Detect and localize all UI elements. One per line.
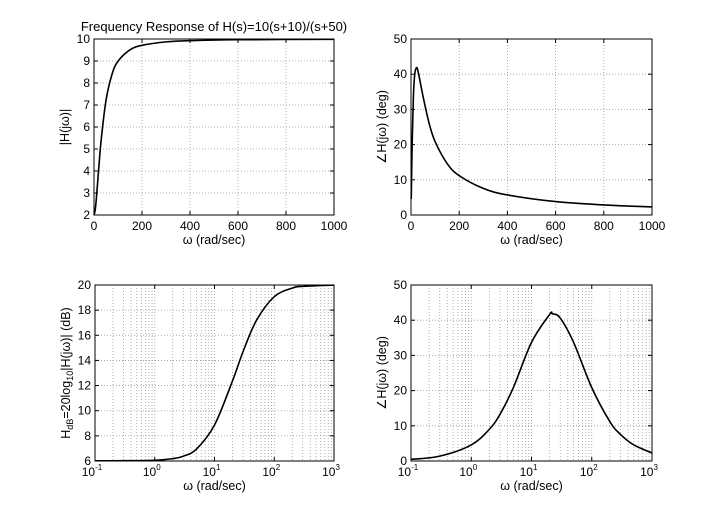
subplot-1: 0 200 400 600 800 1000 2 3 4 5 6 7 8 9 10 ω (rad/sec) |H… bbox=[58, 19, 348, 247]
x-tick-base: 10 bbox=[82, 465, 96, 479]
x-tick-label: 200 bbox=[449, 219, 469, 233]
y-tick-label: 6 bbox=[83, 120, 90, 134]
y-label-sub: dB bbox=[65, 419, 75, 430]
x-tick-label: 101 bbox=[203, 463, 221, 479]
x-tick-label: 103 bbox=[322, 463, 340, 479]
y-label-end: |H(jω)| (dB) bbox=[59, 307, 73, 370]
x-tick-label: 200 bbox=[132, 219, 152, 233]
x-tick-label: 103 bbox=[640, 463, 658, 479]
x-tick-base: 10 bbox=[398, 465, 412, 479]
x-tick-exp: 0 bbox=[473, 463, 478, 472]
y-tick-label: 14 bbox=[78, 353, 92, 367]
x-tick-label: 100 bbox=[459, 463, 477, 479]
y-tick-label: 4 bbox=[83, 164, 90, 178]
y-tick-label: 10 bbox=[394, 173, 408, 187]
x-axis-label: ω (rad/sec) bbox=[500, 479, 563, 493]
x-tick-exp: 1 bbox=[533, 463, 538, 472]
x-tick-label: 10-1 bbox=[398, 463, 419, 479]
y-axis-label: ∠H(jω) (deg) bbox=[375, 90, 389, 164]
x-tick-label: 1000 bbox=[639, 219, 666, 233]
y-label-sub: 10 bbox=[65, 371, 75, 381]
x-tick-label: 101 bbox=[520, 463, 538, 479]
y-tick-label: 8 bbox=[83, 76, 90, 90]
x-tick-exp: -1 bbox=[95, 463, 103, 472]
y-tick-label: 20 bbox=[394, 384, 408, 398]
y-tick-label: 16 bbox=[78, 328, 92, 342]
x-tick-label: 400 bbox=[497, 219, 517, 233]
x-tick-label: 600 bbox=[228, 219, 248, 233]
x-tick-base: 10 bbox=[459, 465, 473, 479]
y-tick-label: 0 bbox=[400, 208, 407, 222]
x-tick-base: 10 bbox=[580, 465, 594, 479]
x-tick-exp: 1 bbox=[216, 463, 221, 472]
y-tick-label: 30 bbox=[394, 102, 408, 116]
y-tick-label: 8 bbox=[84, 429, 91, 443]
x-tick-base: 10 bbox=[640, 465, 654, 479]
plot-area bbox=[410, 38, 653, 216]
x-tick-base: 10 bbox=[203, 465, 217, 479]
y-label-main: H bbox=[59, 430, 73, 439]
y-tick-label: 7 bbox=[83, 98, 90, 112]
series-line-1 bbox=[93, 38, 335, 216]
series-line-1 bbox=[410, 66, 653, 208]
y-tick-label: 6 bbox=[84, 454, 91, 468]
y-label-mid: =20log bbox=[59, 381, 73, 419]
series-line-1 bbox=[410, 311, 653, 461]
y-tick-label: 20 bbox=[78, 278, 92, 292]
x-axis-label: ω (rad/sec) bbox=[500, 233, 563, 247]
y-tick-label: 3 bbox=[83, 186, 90, 200]
x-tick-label: 800 bbox=[276, 219, 296, 233]
y-tick-label: 50 bbox=[394, 32, 408, 46]
x-tick-label: 400 bbox=[180, 219, 200, 233]
x-tick-base: 10 bbox=[322, 465, 336, 479]
x-tick-label: 0 bbox=[408, 219, 415, 233]
y-axis-label: ∠H(jω) (deg) bbox=[375, 336, 389, 410]
y-tick-label: 10 bbox=[394, 419, 408, 433]
y-tick-label: 5 bbox=[83, 142, 90, 156]
series-line-1 bbox=[94, 284, 335, 462]
x-tick-base: 10 bbox=[143, 465, 157, 479]
x-tick-exp: -1 bbox=[411, 463, 419, 472]
y-tick-label: 30 bbox=[394, 348, 408, 362]
y-tick-label: 40 bbox=[394, 313, 408, 327]
y-tick-label: 9 bbox=[83, 54, 90, 68]
y-tick-label: 50 bbox=[394, 278, 408, 292]
x-tick-label: 100 bbox=[143, 463, 161, 479]
y-axis-label: HdB=20log10|H(jω)| (dB) bbox=[59, 307, 75, 438]
y-tick-label: 18 bbox=[78, 303, 92, 317]
x-tick-exp: 3 bbox=[653, 463, 658, 472]
y-tick-label: 12 bbox=[78, 379, 92, 393]
x-tick-label: 102 bbox=[580, 463, 598, 479]
y-tick-label: 20 bbox=[394, 138, 408, 152]
y-tick-label: 10 bbox=[78, 404, 92, 418]
x-tick-label: 800 bbox=[594, 219, 614, 233]
x-tick-label: 1000 bbox=[321, 219, 348, 233]
x-tick-label: 0 bbox=[91, 219, 98, 233]
x-tick-label: 10-1 bbox=[82, 463, 103, 479]
x-tick-base: 10 bbox=[520, 465, 534, 479]
y-tick-label: 0 bbox=[400, 454, 407, 468]
x-axis-label: ω (rad/sec) bbox=[183, 233, 246, 247]
x-tick-exp: 3 bbox=[335, 463, 340, 472]
subplot-2: 0 200 400 600 800 1000 0 10 20 30 40 50 ω (rad/sec) ∠… bbox=[375, 32, 666, 247]
x-tick-label: 600 bbox=[546, 219, 566, 233]
x-tick-base: 10 bbox=[262, 465, 276, 479]
x-tick-exp: 2 bbox=[276, 463, 281, 472]
y-tick-label: 2 bbox=[83, 208, 90, 222]
y-tick-label: 40 bbox=[394, 67, 408, 81]
x-tick-exp: 0 bbox=[156, 463, 161, 472]
y-axis-label: |H(jω)| bbox=[58, 109, 72, 145]
chart-title: Frequency Response of H(s)=10(s+10)/(s+5… bbox=[81, 19, 347, 34]
x-tick-label: 102 bbox=[262, 463, 280, 479]
x-tick-exp: 2 bbox=[593, 463, 598, 472]
x-axis-label: ω (rad/sec) bbox=[183, 479, 246, 493]
y-tick-label: 10 bbox=[77, 32, 91, 46]
